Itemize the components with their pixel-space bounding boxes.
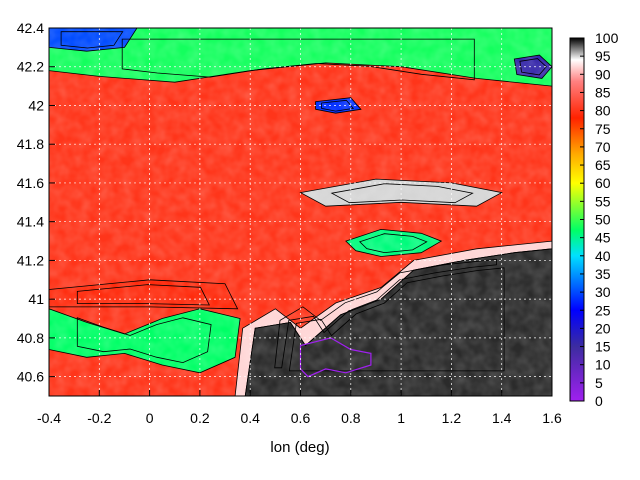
contour-lines xyxy=(49,28,552,396)
y-axis: 40.6 40.8 41 41.2 41.4 41.6 41.8 42 42.2 42.4 xyxy=(17,20,55,385)
contour-north-west-blue-0 xyxy=(49,28,138,52)
colorbar-tick-label: 60 xyxy=(595,175,611,191)
x-tick-label: 1.6 xyxy=(542,410,562,426)
colorbar-tick-label: 90 xyxy=(595,66,611,82)
y-tick-label: 41.4 xyxy=(17,214,44,230)
x-tick-label: 0.4 xyxy=(240,410,260,426)
y-tick-label: 41 xyxy=(28,291,44,307)
purple-contour-outline xyxy=(299,337,372,378)
contour-north-green-band-1 xyxy=(121,38,475,81)
contour-north-green-band-0 xyxy=(49,28,552,87)
colorbar-tick-label: 20 xyxy=(595,320,611,336)
colorbar-tick-label: 65 xyxy=(595,157,611,173)
x-tick-label: 0.8 xyxy=(341,410,361,426)
colorbar-tick-label: 40 xyxy=(595,248,611,264)
x-tick-label: 0.2 xyxy=(190,410,210,426)
colorbar: 0 5 10 15 20 25 30 35 40 45 50 55 60 65 70 75 80 85 90 95 10… xyxy=(569,30,619,409)
x-tick-label: 0 xyxy=(146,410,154,426)
contour-east-green-patch-0 xyxy=(345,228,443,257)
colorbar-tick-label: 0 xyxy=(595,393,603,409)
colorbar-tick-label: 70 xyxy=(595,139,611,155)
x-tick-label: 1.4 xyxy=(492,410,512,426)
y-tick-label: 42.4 xyxy=(17,20,44,36)
contour-inland-gray-band-0 xyxy=(299,178,503,207)
colorbar-tick-label: 45 xyxy=(595,230,611,246)
y-tick-label: 41.8 xyxy=(17,136,44,152)
contour-central-blue-spot-1 xyxy=(321,99,355,112)
y-tick-label: 41.6 xyxy=(17,175,44,191)
y-tick-label: 40.6 xyxy=(17,369,44,385)
contour-northeast-purple-1 xyxy=(519,58,547,76)
colorbar-tick-label: 15 xyxy=(595,339,611,355)
colorbar-tick-label: 55 xyxy=(595,193,611,209)
x-tick-label: 1 xyxy=(397,410,405,426)
contour-sea-1 xyxy=(288,267,505,372)
y-tick-label: 42 xyxy=(28,97,44,113)
colorbar-tick-label: 100 xyxy=(595,30,619,46)
x-tick-label: -0.4 xyxy=(37,410,61,426)
colorbar-tick-label: 85 xyxy=(595,84,611,100)
colorbar-tick-label: 5 xyxy=(595,375,603,391)
contour-north-west-blue-1 xyxy=(60,31,124,49)
colorbar-tick-label: 25 xyxy=(595,302,611,318)
contour-southwest-red-strip-1 xyxy=(76,284,210,306)
contour-inland-gray-band-1 xyxy=(330,183,474,204)
x-tick-label: 0.6 xyxy=(291,410,311,426)
x-axis-label: lon (deg) xyxy=(270,439,329,456)
x-tick-label: 1.2 xyxy=(442,410,462,426)
colorbar-tick-label: 50 xyxy=(595,212,611,228)
colorbar-tick-label: 75 xyxy=(595,121,611,137)
heatmap-area xyxy=(49,28,552,396)
contour-sea-shelf-band-0 xyxy=(234,240,552,396)
contour-central-blue-spot-0 xyxy=(315,97,362,114)
colorbar-ticks: 0 5 10 15 20 25 30 35 40 45 50 55 60 65 70 75 80 85 90 95 10… xyxy=(580,30,619,409)
y-tick-label: 40.8 xyxy=(17,330,44,346)
colorbar-tick-label: 80 xyxy=(595,103,611,119)
contour-northeast-purple-0 xyxy=(513,54,552,79)
contour-southwest-green-1 xyxy=(76,317,212,364)
x-axis: -0.4 -0.2 0 0.2 0.4 0.6 0.8 1 1.2 1.4 1.6 xyxy=(37,390,562,426)
contour-sea-shelf-band-1 xyxy=(274,258,497,369)
contour-east-green-patch-1 xyxy=(359,233,428,254)
y-tick-label: 41.2 xyxy=(17,252,44,268)
y-tick-label: 42.2 xyxy=(17,59,44,75)
grid-lines xyxy=(49,28,552,396)
colorbar-tick-label: 35 xyxy=(595,266,611,282)
colorbar-tick-label: 30 xyxy=(595,284,611,300)
colorbar-tick-label: 10 xyxy=(595,357,611,373)
x-tick-label: -0.2 xyxy=(87,410,111,426)
colorbar-tick-label: 95 xyxy=(595,48,611,64)
